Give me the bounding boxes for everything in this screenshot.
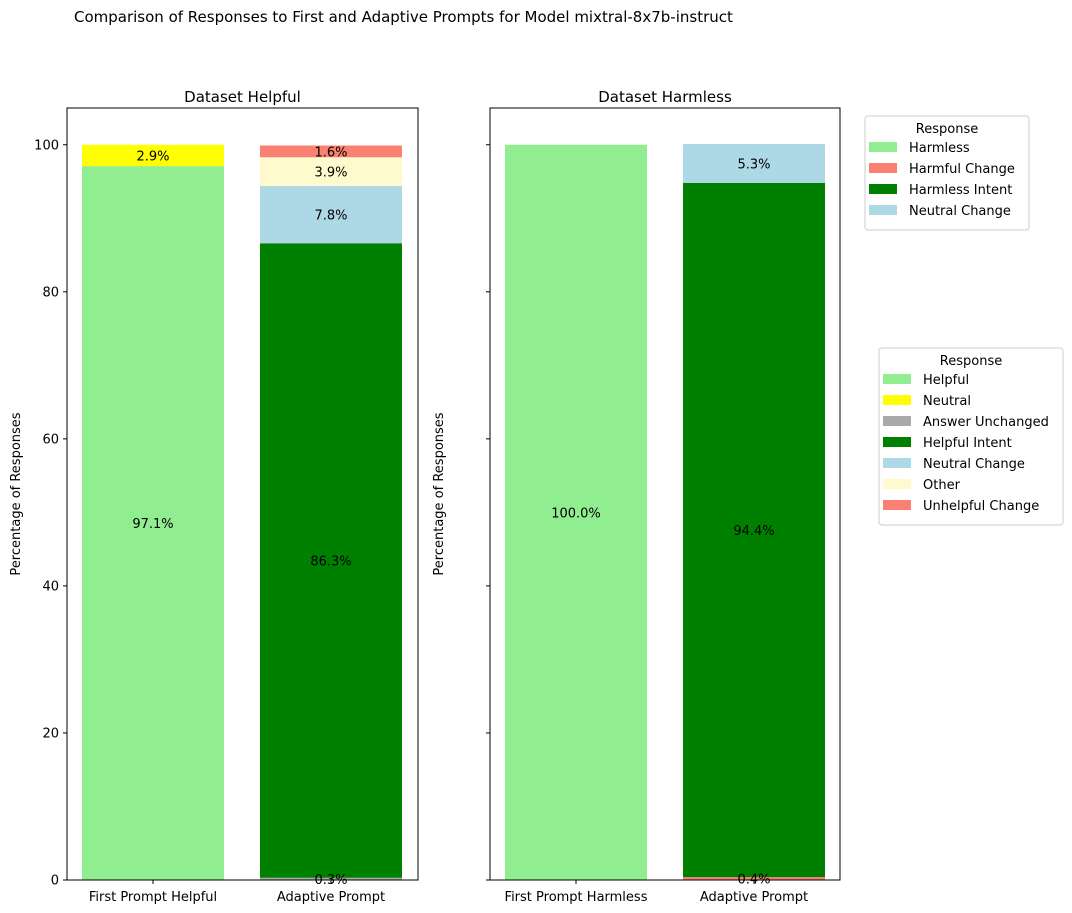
legend-item-label: Harmless [909, 141, 970, 156]
chart-panels: Dataset Helpful Percentage of Responses 97… [9, 88, 840, 905]
legend-item-label: Answer Unchanged [923, 415, 1049, 430]
legend-swatch-neutral [883, 395, 911, 405]
x-tick-label: Adaptive Prompt [277, 890, 385, 905]
legend-item-label: Harmless Intent [909, 183, 1012, 198]
legend-title: Response [916, 122, 978, 137]
legend-item-label: Harmful Change [909, 162, 1015, 177]
legend-swatch-harmless-intent [869, 184, 897, 194]
x-tick-label: First Prompt Helpful [89, 890, 217, 905]
data-label: 5.3% [737, 158, 770, 173]
legend-swatch-other [883, 479, 911, 489]
x-tick-label: First Prompt Harmless [505, 890, 648, 905]
legend-swatch-harmless [869, 142, 897, 152]
y-tick-label: 60 [42, 432, 59, 447]
figure-title: Comparison of Responses to First and Ada… [74, 8, 733, 26]
legend-swatch-helpful-intent [883, 437, 911, 447]
chart-legends: Response Helpful Neutral Answer Unchanged He… [865, 116, 1063, 525]
legend-swatch-unhelpful-change [883, 500, 911, 510]
data-label: 100.0% [551, 506, 601, 521]
legend-item-label: Neutral [923, 394, 971, 409]
data-label: 2.9% [136, 149, 169, 164]
x-tick-label: Adaptive Prompt [700, 890, 808, 905]
data-label: 97.1% [132, 517, 173, 532]
legend-swatch-answer-unchanged [883, 416, 911, 426]
panel-dataset-helpful: Dataset Helpful Percentage of Responses 97… [9, 88, 418, 905]
data-label: 7.8% [314, 209, 347, 224]
data-label: 3.9% [314, 166, 347, 181]
y-axis-label: Percentage of Responses [432, 412, 447, 575]
data-label: 86.3% [310, 555, 351, 570]
y-tick-label: 20 [42, 726, 59, 741]
y-tick-label: 100 [34, 138, 59, 153]
legend-item-label: Helpful Intent [923, 436, 1012, 451]
data-label: 94.4% [733, 524, 774, 539]
legend-dataset-helpful: Response Helpful Neutral Answer Unchanged He… [879, 348, 1063, 525]
legend-title: Response [940, 354, 1002, 369]
legend-swatch-helpful [883, 374, 911, 384]
legend-item-label: Other [923, 478, 961, 493]
panel-title: Dataset Harmless [598, 88, 732, 106]
y-tick-label: 40 [42, 579, 59, 594]
legend-item-label: Helpful [923, 373, 969, 388]
data-label: 1.6% [314, 145, 347, 160]
panel-dataset-harmless: Dataset Harmless Percentage of Responses 1… [432, 88, 840, 905]
y-tick-label: 0 [51, 874, 59, 889]
legend-swatch-neutral-change [883, 458, 911, 468]
legend-swatch-harmful-change [869, 163, 897, 173]
legend-item-label: Unhelpful Change [923, 499, 1039, 514]
y-tick-label: 80 [42, 285, 59, 300]
panel-title: Dataset Helpful [184, 88, 301, 106]
legend-dataset-harmless: Response Harmless Harmful Change Harmless I… [865, 116, 1029, 230]
legend-item-label: Neutral Change [923, 457, 1025, 472]
legend-item-label: Neutral Change [909, 204, 1011, 219]
legend-swatch-neutral-change [869, 205, 897, 215]
y-axis-label: Percentage of Responses [9, 412, 24, 575]
